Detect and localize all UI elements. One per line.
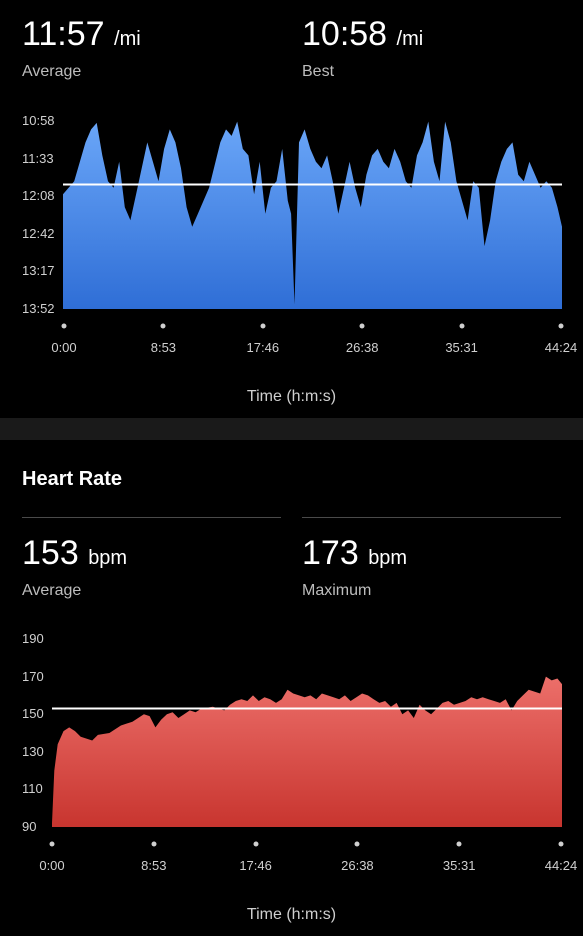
hr-average-value: 153 (22, 534, 79, 572)
hr-x-tick-label: 17:46 (239, 858, 272, 873)
heart-rate-title: Heart Rate (22, 468, 123, 490)
pace-x-tick-dot (459, 323, 465, 329)
pace-best-stat: 10:58 /mi Best (302, 17, 423, 81)
hr-area-series (52, 676, 562, 827)
hr-y-tick-label: 90 (22, 819, 37, 834)
pace-y-tick-label: 12:42 (22, 225, 55, 241)
hr-y-tick-label: 190 (22, 631, 44, 646)
hr-x-tick-dot (558, 841, 564, 847)
pace-average-label: Average (22, 63, 82, 80)
heart-rate-rule-right (302, 517, 561, 518)
pace-y-tick-label: 11:33 (22, 150, 54, 166)
pace-best-label: Best (302, 63, 335, 80)
pace-y-tick-label: 10:58 (22, 113, 55, 128)
hr-x-axis-title: Time (h:m:s) (246, 906, 337, 923)
heart-rate-rule-left (22, 517, 281, 518)
hr-average-label: Average (22, 582, 82, 599)
hr-x-tick-dot (354, 841, 360, 847)
pace-x-tick-label: 8:53 (150, 340, 177, 355)
hr-maximum-label: Maximum (302, 582, 372, 599)
pace-x-tick-label: 35:31 (445, 340, 478, 355)
hr-average-unit: bpm (88, 547, 128, 569)
hr-y-tick-label: 170 (22, 668, 44, 684)
hr-x-tick-dot (456, 841, 462, 847)
pace-average-unit: /mi (114, 28, 141, 50)
hr-y-tick-label: 110 (22, 781, 43, 797)
pace-x-tick-dot (359, 323, 365, 329)
hr-x-tick-dot (49, 841, 55, 847)
hr-x-tick-label: 0:00 (39, 858, 65, 873)
pace-y-tick-label: 13:52 (22, 301, 55, 316)
hr-x-tick-label: 35:31 (442, 858, 476, 873)
hr-x-tick-label: 44:24 (544, 858, 578, 873)
pace-x-axis-title: Time (h:m:s) (246, 388, 337, 405)
pace-x-tick-dot (260, 323, 266, 329)
hr-maximum-stat: 173 bpm Maximum (302, 536, 407, 600)
hr-x-tick-label: 8:53 (141, 858, 167, 873)
pace-x-tick-dot (558, 323, 564, 329)
pace-x-tick-label: 17:46 (246, 340, 280, 355)
hr-maximum-value: 173 (302, 534, 359, 572)
pace-average-value: 11:57 (22, 15, 105, 53)
hr-x-tick-dot (253, 841, 259, 847)
pace-y-tick-label: 12:08 (22, 188, 55, 204)
section-divider (0, 418, 583, 440)
pace-x-tick-dot (160, 323, 166, 329)
pace-area-series (63, 121, 562, 309)
hr-x-tick-label: 26:38 (341, 858, 374, 873)
hr-average-stat: 153 bpm Average (22, 536, 127, 600)
hr-y-tick-label: 130 (22, 743, 44, 759)
pace-x-tick-label: 0:00 (51, 340, 77, 355)
pace-best-unit: /mi (396, 28, 424, 50)
hr-x-tick-dot (151, 841, 157, 847)
pace-y-tick-label: 13:17 (22, 263, 55, 279)
pace-average-stat: 11:57 /mi Average (22, 17, 141, 81)
pace-best-value: 10:58 (302, 15, 388, 53)
pace-x-tick-dot (61, 323, 67, 329)
pace-chart[interactable] (0, 0, 583, 420)
hr-y-tick-label: 150 (22, 706, 44, 722)
hr-maximum-unit: bpm (368, 547, 408, 569)
pace-x-tick-label: 44:24 (544, 340, 578, 355)
pace-x-tick-label: 26:38 (345, 340, 379, 355)
